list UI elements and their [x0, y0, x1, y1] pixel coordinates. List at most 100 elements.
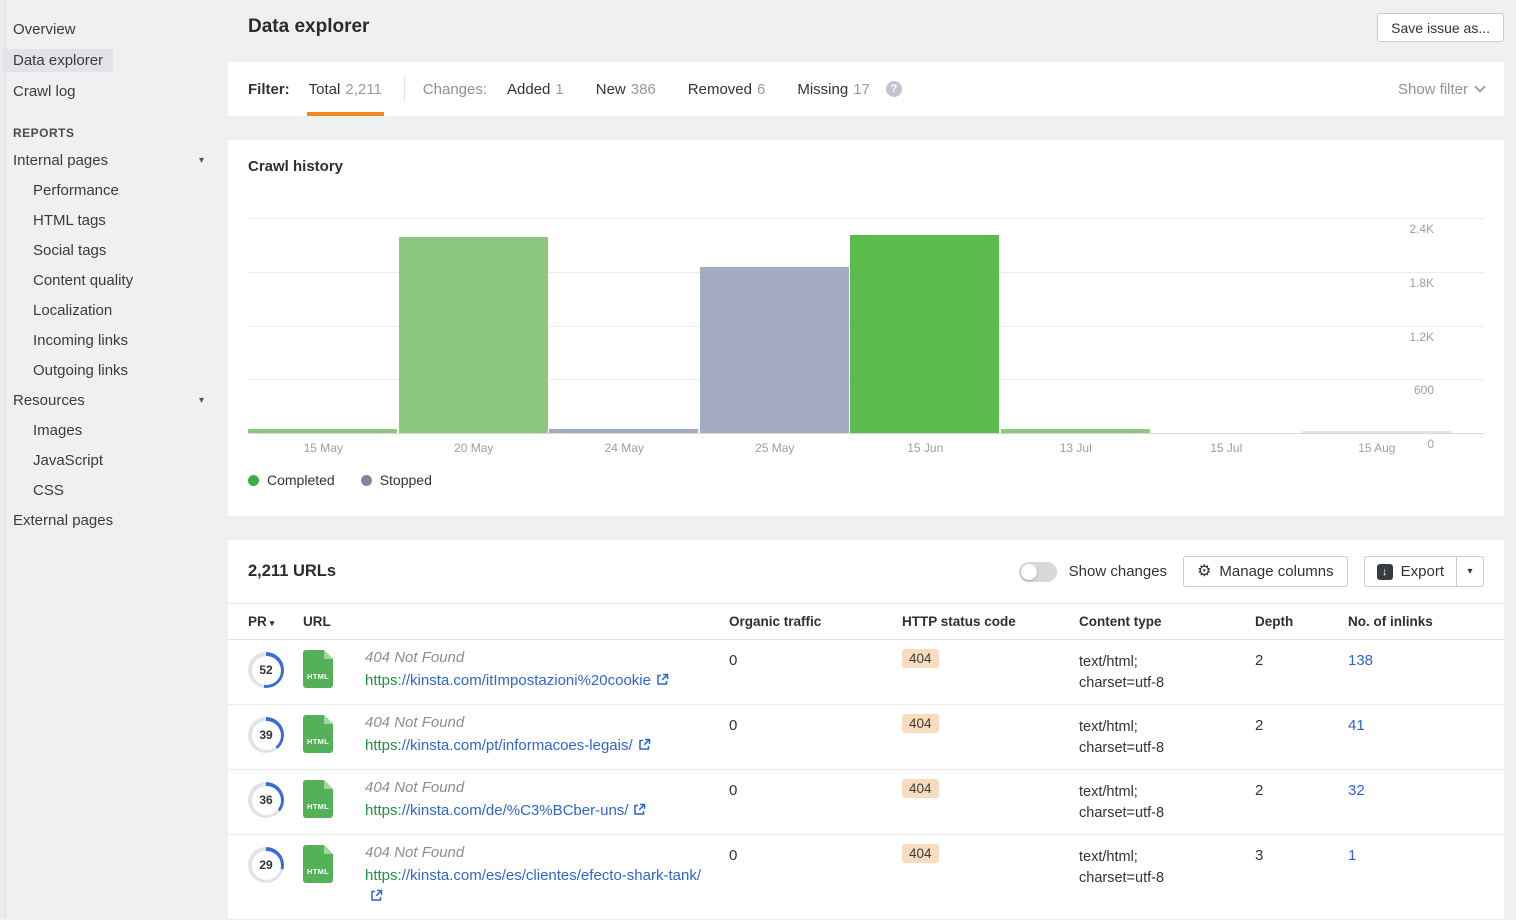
export-dropdown-caret[interactable]: ▾ — [1456, 557, 1483, 586]
organic-traffic-cell: 0 — [729, 770, 902, 799]
manage-columns-button[interactable]: ⚙ Manage columns — [1183, 556, 1348, 587]
show-filter-button[interactable]: Show filter — [1398, 81, 1484, 98]
show-changes-label: Show changes — [1069, 563, 1167, 580]
column-header-url[interactable]: URL — [303, 604, 729, 639]
sidebar-item-javascript[interactable]: JavaScript — [7, 446, 228, 475]
file-type-cell: HTML — [303, 835, 349, 883]
filter-tab-count: 6 — [757, 81, 765, 98]
legend-label: Stopped — [380, 472, 432, 488]
pr-cell: 36 — [248, 770, 303, 818]
sidebar-item-images[interactable]: Images — [7, 416, 228, 445]
x-axis-tick-label: 15 Aug — [1302, 441, 1453, 455]
sidebar-item-label: Outgoing links — [33, 360, 136, 381]
question-mark-icon[interactable]: ? — [886, 81, 902, 97]
sidebar-item-localization[interactable]: Localization — [7, 296, 228, 325]
url-scheme: https — [365, 802, 398, 819]
show-changes-toggle[interactable] — [1019, 562, 1057, 582]
chart-bar-15-may[interactable] — [248, 429, 397, 433]
url-link[interactable]: ://kinsta.com/es/es/clientes/efecto-shar… — [398, 867, 701, 884]
chart-bar-15-aug[interactable] — [1302, 431, 1451, 433]
caret-down-icon: ▾ — [199, 395, 204, 406]
sort-caret-icon: ▾ — [270, 618, 275, 628]
sidebar-item-outgoing-links[interactable]: Outgoing links — [7, 356, 228, 385]
chart-bar-20-may[interactable] — [399, 237, 548, 433]
organic-traffic-cell: 0 — [729, 640, 902, 669]
external-link-icon[interactable] — [656, 673, 669, 686]
save-issue-as-button[interactable]: Save issue as... — [1377, 13, 1504, 42]
sidebar-item-performance[interactable]: Performance — [7, 176, 228, 205]
column-header-content-type[interactable]: Content type — [1079, 604, 1255, 639]
html-file-icon-label: HTML — [303, 802, 333, 811]
filter-tab-label: New — [596, 81, 626, 98]
external-link-icon[interactable] — [370, 889, 383, 902]
url-link[interactable]: ://kinsta.com/pt/informacoes-legais/ — [398, 737, 633, 754]
filter-tab-missing[interactable]: Missing17 — [795, 62, 872, 116]
pr-cell: 52 — [248, 640, 303, 688]
url-scheme: https — [365, 672, 398, 689]
sidebar-item-overview[interactable]: Overview — [7, 15, 228, 44]
inlinks-link[interactable]: 32 — [1348, 770, 1504, 799]
pr-score-value: 52 — [252, 656, 281, 685]
html-file-icon: HTML — [303, 650, 333, 688]
sidebar-item-content-quality[interactable]: Content quality — [7, 266, 228, 295]
column-header-pr[interactable]: PR▾ — [248, 604, 303, 639]
sidebar-item-label: HTML tags — [33, 210, 114, 231]
sidebar-item-incoming-links[interactable]: Incoming links — [7, 326, 228, 355]
chevron-down-icon — [1474, 81, 1485, 92]
export-label: Export — [1401, 563, 1444, 580]
filter-tab-label: Added — [507, 81, 550, 98]
filter-tab-new[interactable]: New386 — [594, 62, 658, 116]
sidebar-item-social-tags[interactable]: Social tags — [7, 236, 228, 265]
x-axis-tick-label: 24 May — [549, 441, 700, 455]
y-axis-tick-label: 1.2K — [1409, 330, 1434, 344]
sidebar-item-internal-pages[interactable]: Internal pages▾ — [7, 146, 228, 175]
sidebar-item-label: Resources — [13, 390, 93, 411]
chart-bar-24-may[interactable] — [549, 429, 698, 433]
url-link[interactable]: ://kinsta.com/de/%C3%BCber-uns/ — [398, 802, 629, 819]
column-header-no-of-inlinks[interactable]: No. of inlinks — [1348, 604, 1504, 639]
x-axis-tick-label: 15 Jun — [850, 441, 1001, 455]
chart-bar-25-may[interactable] — [700, 267, 849, 433]
status-code-cell: 404 — [902, 770, 1079, 798]
filter-tab-total-label: Total — [309, 81, 341, 98]
sidebar-item-data-explorer[interactable]: Data explorer — [7, 45, 228, 76]
file-type-cell: HTML — [303, 770, 349, 818]
url-cell: 404 Not Foundhttps://kinsta.com/pt/infor… — [349, 705, 729, 767]
inlinks-link[interactable]: 1 — [1348, 835, 1504, 864]
filter-tab-removed[interactable]: Removed6 — [686, 62, 768, 116]
table-row: 36HTML404 Not Foundhttps://kinsta.com/de… — [228, 770, 1504, 835]
pr-score-value: 39 — [252, 721, 281, 750]
chart-bar-15-jun[interactable] — [850, 235, 999, 433]
pr-score-ring: 52 — [248, 652, 284, 688]
topbar: Data explorer Save issue as... — [228, 0, 1504, 62]
sidebar-item-external-pages[interactable]: External pages — [7, 506, 228, 535]
sidebar-item-label: CSS — [33, 480, 72, 501]
filter-tab-label: Missing — [797, 81, 848, 98]
inlinks-link[interactable]: 138 — [1348, 640, 1504, 669]
external-link-icon[interactable] — [638, 738, 651, 751]
url-link[interactable]: ://kinsta.com/itImpostazioni%20cookie — [398, 672, 651, 689]
sidebar-item-resources[interactable]: Resources ▾ — [7, 386, 228, 415]
pr-score-ring: 29 — [248, 847, 284, 883]
export-button[interactable]: ↓ Export — [1365, 557, 1456, 586]
legend-item-completed[interactable]: Completed — [248, 472, 335, 488]
manage-columns-label: Manage columns — [1219, 563, 1333, 580]
sidebar-item-css[interactable]: CSS — [7, 476, 228, 505]
y-axis-tick-label: 2.4K — [1409, 222, 1434, 236]
sidebar-item-crawl-log[interactable]: Crawl log — [7, 77, 228, 106]
inlinks-link[interactable]: 41 — [1348, 705, 1504, 734]
status-code-cell: 404 — [902, 835, 1079, 863]
table-toolbar: 2,211 URLs Show changes ⚙ Manage columns… — [228, 540, 1504, 603]
column-header-http-status-code[interactable]: HTTP status code — [902, 604, 1079, 639]
html-file-icon-label: HTML — [303, 672, 333, 681]
page-title-404: 404 Not Found — [365, 714, 713, 731]
external-link-icon[interactable] — [633, 803, 646, 816]
sidebar-item-html-tags[interactable]: HTML tags — [7, 206, 228, 235]
legend-item-stopped[interactable]: Stopped — [361, 472, 432, 488]
show-filter-label: Show filter — [1398, 81, 1468, 98]
filter-tab-total[interactable]: Total 2,211 — [307, 62, 384, 116]
filter-tab-added[interactable]: Added1 — [505, 62, 566, 116]
column-header-depth[interactable]: Depth — [1255, 604, 1348, 639]
chart-bar-13-jul[interactable] — [1001, 429, 1150, 433]
column-header-organic-traffic[interactable]: Organic traffic — [729, 604, 902, 639]
